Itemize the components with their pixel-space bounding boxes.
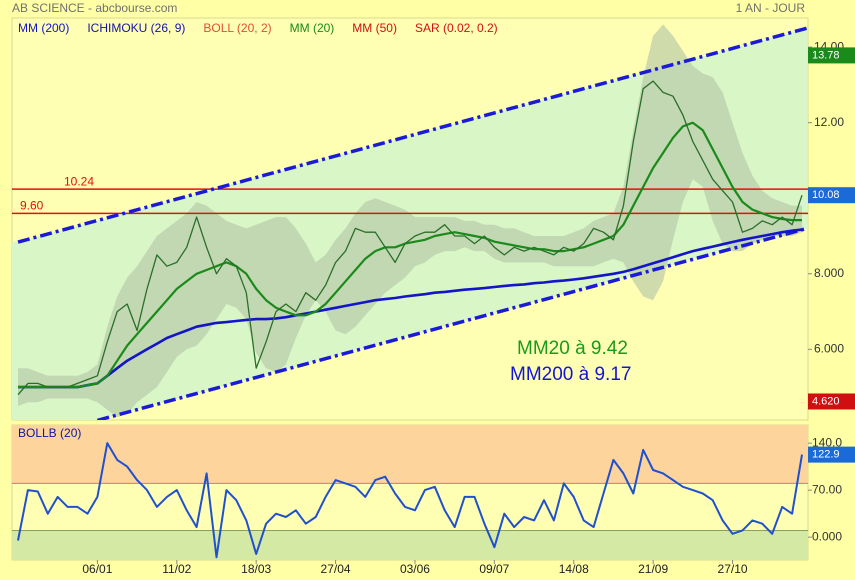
- x-tick-label: 27/10: [718, 562, 748, 576]
- y-tick-label: 8.000: [814, 266, 844, 280]
- y-tick-label: 0.000: [812, 529, 842, 543]
- value-box-label: 10.08: [812, 189, 840, 201]
- legend-entry: ICHIMOKU (26, 9): [87, 21, 185, 35]
- upper-zone: [12, 425, 808, 484]
- value-box: [808, 393, 855, 410]
- value-box-label: 13.78: [812, 49, 840, 61]
- lower-plot: [12, 425, 808, 560]
- channel-line: [17, 26, 808, 244]
- y-tick-label: 70.00: [812, 482, 842, 496]
- bollb-line: [17, 442, 803, 559]
- level-label: 9.60: [20, 199, 44, 213]
- value-box: [808, 446, 855, 463]
- bollinger-band: [18, 24, 802, 418]
- period: 1 AN - JOUR: [736, 1, 806, 15]
- value-box-label: 4.620: [812, 395, 840, 407]
- value-box: [808, 187, 855, 204]
- x-tick-label: 11/02: [162, 562, 191, 576]
- x-tick-label: 27/04: [321, 562, 351, 576]
- main-plot: [12, 24, 808, 420]
- x-tick-label: 14/08: [559, 562, 589, 576]
- x-tick-label: 18/03: [241, 562, 271, 576]
- legend-entry: MM (50): [352, 21, 397, 35]
- price-line: [18, 228, 803, 389]
- annotation: MM20 à 9.42: [517, 338, 628, 359]
- annotation: MM200 à 9.17: [510, 364, 631, 385]
- legend-entry: MM (20): [290, 21, 335, 35]
- x-tick-label: 03/06: [400, 562, 430, 576]
- price-line: [18, 121, 802, 389]
- x-tick-label: 06/01: [82, 562, 112, 576]
- y-tick-label: 140.0: [812, 435, 842, 449]
- legend-entry: SAR (0.02, 0.2): [415, 21, 498, 35]
- overlay: 10.249.6014.0012.0010.008.0006.00013.784…: [18, 21, 855, 576]
- chart-title: AB SCIENCE - abcbourse.com: [12, 1, 177, 15]
- y-tick-label: 6.000: [814, 342, 844, 356]
- value-box-label: 122.9: [812, 449, 840, 461]
- legend-entry: MM (200): [18, 21, 69, 35]
- price-line: [17, 80, 803, 396]
- x-tick-label: 09/07: [479, 562, 509, 576]
- value-box: [808, 47, 855, 64]
- lower-title: BOLLB (20): [18, 426, 81, 440]
- channel-line: [96, 226, 808, 420]
- legend-entry: BOLL (20, 2): [203, 21, 271, 35]
- lower-zone: [12, 530, 808, 560]
- level-label: 10.24: [64, 174, 94, 188]
- x-tick-label: 21/09: [638, 562, 668, 576]
- y-tick-label: 12.00: [814, 115, 844, 129]
